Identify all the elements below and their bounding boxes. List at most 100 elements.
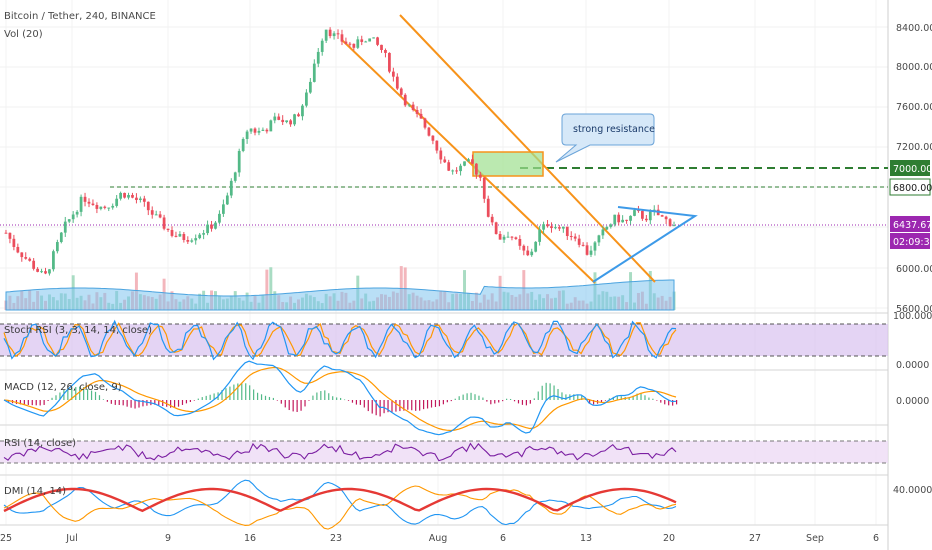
candle-body [202,233,205,235]
macd-hist-bar [640,393,642,400]
candle-body [214,222,217,229]
macd-hist-bar [423,400,425,410]
macd-hist-bar [43,400,45,405]
macd-hist-bar [577,394,579,400]
candle-body [24,257,28,259]
macd-hist-bar [660,400,662,403]
candle-body [285,120,289,123]
macd-hist-bar [134,400,136,409]
candle-body [297,114,300,117]
macd-hist-bar [336,397,338,400]
macd-hist-bar [672,400,674,406]
macd-hist-bar [300,400,302,411]
candle-body [554,227,557,229]
time-tick: Aug [429,533,448,544]
dmi-minus-line [3,485,677,530]
macd-hist-bar [170,400,172,408]
countdown-tag [890,233,930,249]
candle-body [257,130,261,133]
macd-hist-bar [656,400,658,401]
macd-hist-bar [181,400,184,405]
dmi-plus-line [3,479,677,526]
candle-body [478,174,482,178]
candle-body [589,250,593,255]
candle-body [194,238,198,241]
macd-hist-bar [288,400,290,411]
macd-hist-bar [351,400,354,403]
candle-body [55,242,59,252]
candle-body [388,52,391,72]
volume-bar [265,269,269,310]
candle-body [71,214,75,220]
macd-hist-bar [316,392,318,400]
candle-body [312,63,316,82]
macd-hist-bar [75,386,77,400]
candle-body [384,49,387,53]
macd-hist-bar [529,400,531,404]
macd-hist-bar [359,400,361,405]
candle-body [245,131,249,139]
macd-hist-bar [403,400,405,411]
candle-body [154,214,158,216]
macd-hist-bar [27,400,29,405]
macd-hist-bar [458,396,460,400]
dmi-adx-line [3,487,677,513]
macd-hist-bar [553,385,555,400]
macd-hist-bar [221,390,223,400]
volume-bar [463,270,466,310]
rsi-title: RSI (14, close) [4,438,76,449]
candle-body [107,207,111,209]
resistance-price-tag [890,160,930,176]
candle-body [498,234,502,240]
macd-hist-bar [142,400,144,407]
macd-hist-bar [268,396,271,400]
macd-hist-bar [185,400,188,404]
macd-hist-bar [604,400,607,401]
candle-body [356,39,360,48]
candle-body [190,240,194,242]
candle-body [475,163,478,175]
macd-hist-bar [664,400,666,405]
candle-body [87,201,91,204]
candle-body [328,29,332,37]
macd-hist-bar [249,385,251,400]
time-axis[interactable]: 25 Jul 9 16 23 Aug 6 13 20 27 Sep 6 [0,533,879,544]
macd-hist-bar [320,391,322,400]
candle-body [522,245,526,251]
macd-hist-bar [205,395,207,400]
annotation-callout: strong resistance [555,113,655,163]
macd-hist-bar [600,400,603,403]
candle-body [241,138,245,151]
macd-hist-bar [537,391,539,400]
macd-hist-bar [407,400,409,410]
macd-hist-bar [592,400,595,405]
macd-hist-bar [367,400,369,412]
time-tick: 16 [244,533,256,544]
candle-body [423,118,427,128]
candle-body [48,269,51,274]
time-tick: 20 [663,533,675,544]
candle-body [16,246,20,253]
macd-hist-bar [608,398,610,400]
macd-hist-bar [347,400,350,401]
candle-body [455,170,458,172]
macd-hist-bar [478,395,480,400]
resistance-zone-box [472,151,544,177]
stoch-k-line [3,319,677,361]
candle-body [4,232,8,234]
candle-body [12,238,16,247]
candle-body [79,196,83,212]
candle-body [52,251,55,270]
candle-body [439,150,443,160]
macd-hist-bar [90,390,93,400]
macd-hist-bar [355,400,358,405]
time-tick: 23 [330,533,342,544]
price-axis[interactable]: 8400.00 8000.00 7600.00 7200.00 6000.00 … [889,23,932,496]
price-tick: 8000.00 [896,62,932,73]
candle-body [178,234,182,237]
candle-body [67,219,71,222]
candle-body [20,252,24,258]
resistance-price-text: 7000.00 [893,164,932,175]
macd-hist-bar [506,398,508,400]
